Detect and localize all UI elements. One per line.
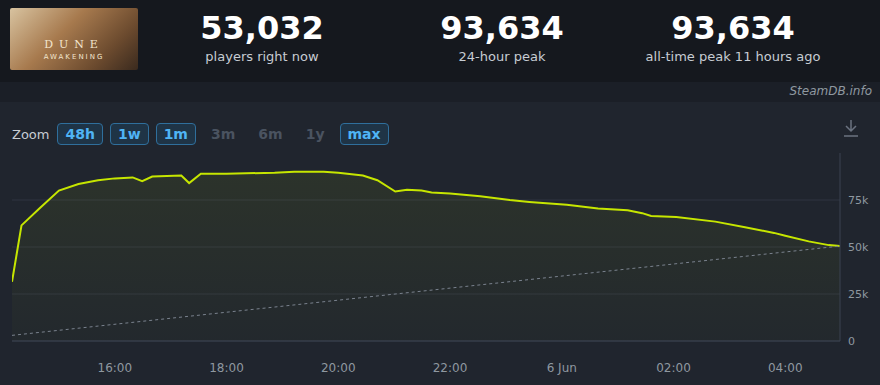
html-text:DUNE: DUNE (44, 38, 104, 51)
html-text:48h: 48h (65, 126, 95, 142)
html-text:Zoom: Zoom (12, 126, 50, 142)
html-text:max: max (347, 126, 381, 142)
svg-text:02:00: 02:00 (656, 361, 691, 375)
html-text:1y: 1y (305, 126, 325, 142)
svg-text:20:00: 20:00 (321, 361, 356, 375)
html-text:93,634: 93,634 (440, 9, 564, 47)
svg-text:50k: 50k (848, 241, 869, 254)
html-text:53,032: 53,032 (200, 9, 324, 47)
html-text:AWAKENING: AWAKENING (43, 53, 105, 61)
html-text:24-hour peak: 24-hour peak (458, 49, 546, 64)
html-text:all-time peak 11 hours ago: all-time peak 11 hours ago (645, 49, 821, 64)
html-text:SteamDB.info: SteamDB.info (789, 84, 872, 98)
svg-text:75k: 75k (848, 194, 869, 207)
svg-text:22:00: 22:00 (433, 361, 468, 375)
html-text:players right now: players right now (205, 49, 319, 64)
html-text:1w: 1w (117, 126, 141, 142)
html-text:1m: 1m (163, 126, 188, 142)
svg-text:04:00: 04:00 (768, 361, 803, 375)
svg-text:25k: 25k (848, 288, 869, 301)
html-text:93,634: 93,634 (671, 9, 795, 47)
svg-text:18:00: 18:00 (209, 361, 244, 375)
svg-text:0: 0 (848, 335, 855, 348)
html-text:6m: 6m (258, 126, 283, 142)
html-text:3m: 3m (211, 126, 236, 142)
svg-text:16:00: 16:00 (98, 361, 133, 375)
svg-text:6 Jun: 6 Jun (547, 361, 577, 375)
